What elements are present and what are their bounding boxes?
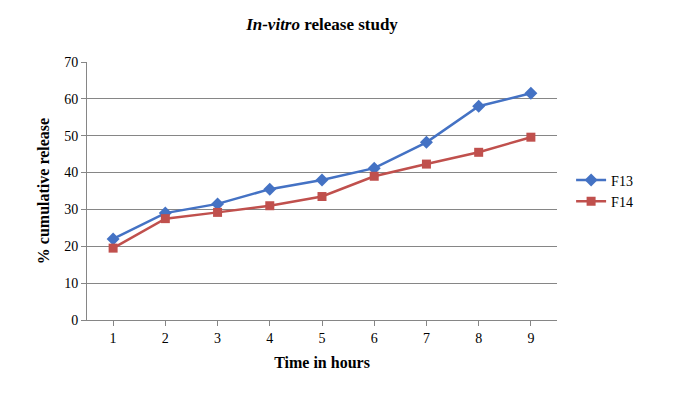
svg-text:5: 5 <box>319 331 326 346</box>
svg-text:40: 40 <box>64 165 78 180</box>
svg-text:10: 10 <box>64 276 78 291</box>
svg-text:In-vitro release study: In-vitro release study <box>245 15 398 34</box>
svg-text:4: 4 <box>266 331 273 346</box>
svg-text:Time in hours: Time in hours <box>274 354 370 371</box>
svg-text:% cumulative release: % cumulative release <box>35 118 52 264</box>
svg-text:3: 3 <box>214 331 221 346</box>
svg-text:7: 7 <box>423 331 430 346</box>
svg-text:1: 1 <box>110 331 117 346</box>
svg-text:6: 6 <box>371 331 378 346</box>
svg-text:9: 9 <box>527 331 534 346</box>
svg-text:20: 20 <box>64 239 78 254</box>
svg-text:60: 60 <box>64 92 78 107</box>
svg-text:0: 0 <box>71 313 78 328</box>
svg-text:F13: F13 <box>611 174 633 189</box>
svg-text:2: 2 <box>162 331 169 346</box>
svg-text:30: 30 <box>64 202 78 217</box>
svg-text:70: 70 <box>64 55 78 70</box>
svg-text:F14: F14 <box>611 195 633 210</box>
svg-text:50: 50 <box>64 129 78 144</box>
svg-text:8: 8 <box>475 331 482 346</box>
